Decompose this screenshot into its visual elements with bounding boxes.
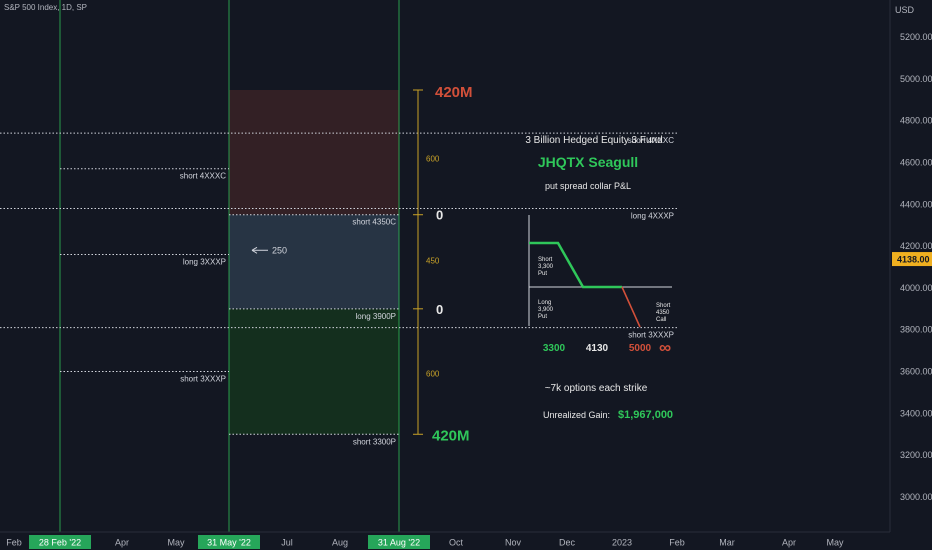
pnl-inset: 3 Billion Hedged Equity 3 Fund JHQTX Seag… — [525, 135, 673, 421]
y-tick-label: 4800.00 — [900, 116, 932, 126]
ruler-mark-label: 600 — [426, 154, 440, 163]
x-tick-label: 28 Feb '22 — [39, 538, 81, 548]
y-tick-label: 5000.00 — [900, 74, 932, 84]
date-badge — [368, 535, 430, 549]
gain-value: $1,967,000 — [618, 409, 673, 421]
long-put-label: 3,900 — [538, 307, 554, 313]
ruler-top-label: 420M — [435, 84, 473, 101]
strike-level-label: short 4350C — [352, 218, 396, 227]
symbol-header: S&P 500 Index, 1D, SP — [4, 3, 88, 12]
x-tick-label: Jul — [281, 538, 293, 548]
loss-zone-upper — [229, 90, 399, 215]
x-tick-label: 2023 — [612, 538, 632, 548]
currency-label: USD — [894, 5, 914, 15]
last-price-label: 4138.00 — [897, 255, 930, 265]
pnl-payoff-green — [529, 241, 622, 289]
y-tick-label: 3200.00 — [900, 450, 932, 460]
pnl-price-3300: 3300 — [543, 343, 566, 354]
inset-subtitle: put spread collar P&L — [545, 181, 631, 191]
x-tick-label: Aug — [332, 538, 348, 548]
strike-level-label: short 4XXXC — [180, 172, 226, 181]
x-tick-label: Mar — [719, 538, 735, 548]
long-put-label: Long — [538, 300, 551, 306]
y-tick-label: 4400.00 — [900, 199, 932, 209]
ruler-mark-label: 450 — [426, 257, 440, 266]
date-badge — [198, 535, 260, 549]
x-tick-label: Feb — [669, 538, 685, 548]
pnl-price-4130: 4130 — [586, 343, 609, 354]
short-put-label: Put — [538, 271, 547, 277]
short-call-label: 4350 — [656, 310, 670, 316]
inset-fund-name: JHQTX Seagull — [538, 154, 638, 170]
arrow-label: 250 — [272, 245, 287, 255]
long-put-label: Put — [538, 314, 547, 320]
short-put-label: Short — [538, 257, 553, 263]
x-tick-label: Dec — [559, 538, 576, 548]
ruler-zero-label: 0 — [436, 302, 443, 317]
x-tick-label: May — [167, 538, 185, 548]
y-tick-label: 5200.00 — [900, 32, 932, 42]
hedge-zone-lower — [229, 308, 399, 435]
x-tick-label: Apr — [782, 538, 796, 548]
y-tick-label: 3600.00 — [900, 367, 932, 377]
strike-level-label: short 3300P — [353, 437, 396, 446]
x-tick-label: May — [826, 538, 844, 548]
inset-title: 3 Billion Hedged Equity 3 Fund — [525, 135, 662, 146]
gain-label: Unrealized Gain: — [543, 410, 610, 420]
profit-zone-middle — [229, 214, 399, 309]
y-tick-label: 4600.00 — [900, 157, 932, 167]
y-tick-label: 3000.00 — [900, 492, 932, 502]
arrow-head — [251, 246, 258, 254]
ruler-zero-label: 0 — [436, 208, 443, 223]
last-price-badge — [892, 252, 932, 267]
x-tick-label: Oct — [449, 538, 464, 548]
short-put-label: 3,300 — [538, 264, 554, 270]
x-tick-label: Feb — [6, 538, 22, 548]
y-tick-label: 3400.00 — [900, 408, 932, 418]
short-call-label: Call — [656, 317, 666, 323]
pnl-payoff-red — [621, 286, 641, 328]
strike-level-label: short 4XXXC — [628, 136, 674, 145]
ruler-mark-label: 600 — [426, 370, 440, 379]
strike-level-label: short 3XXXP — [628, 331, 674, 340]
x-tick-label: 31 Aug '22 — [378, 538, 420, 548]
infinity-icon: ∞ — [659, 338, 671, 357]
y-tick-label: 4000.00 — [900, 283, 932, 293]
y-tick-label: 3800.00 — [900, 325, 932, 335]
short-call-label: Short — [656, 303, 671, 309]
x-tick-label: Apr — [115, 538, 129, 548]
date-badge — [29, 535, 91, 549]
x-tick-label: 31 May '22 — [207, 538, 251, 548]
y-tick-label: 4200.00 — [900, 241, 932, 251]
x-tick-label: Nov — [505, 538, 522, 548]
ruler-bottom-label: 420M — [432, 427, 470, 444]
strike-level-label: short 3XXXP — [180, 375, 226, 384]
strike-level-label: long 4XXXP — [631, 211, 674, 220]
options-note: ~7k options each strike — [545, 383, 648, 394]
strike-level-label: long 3900P — [356, 312, 396, 321]
pnl-price-5000: 5000 — [629, 343, 652, 354]
strike-level-label: long 3XXXP — [183, 257, 226, 266]
